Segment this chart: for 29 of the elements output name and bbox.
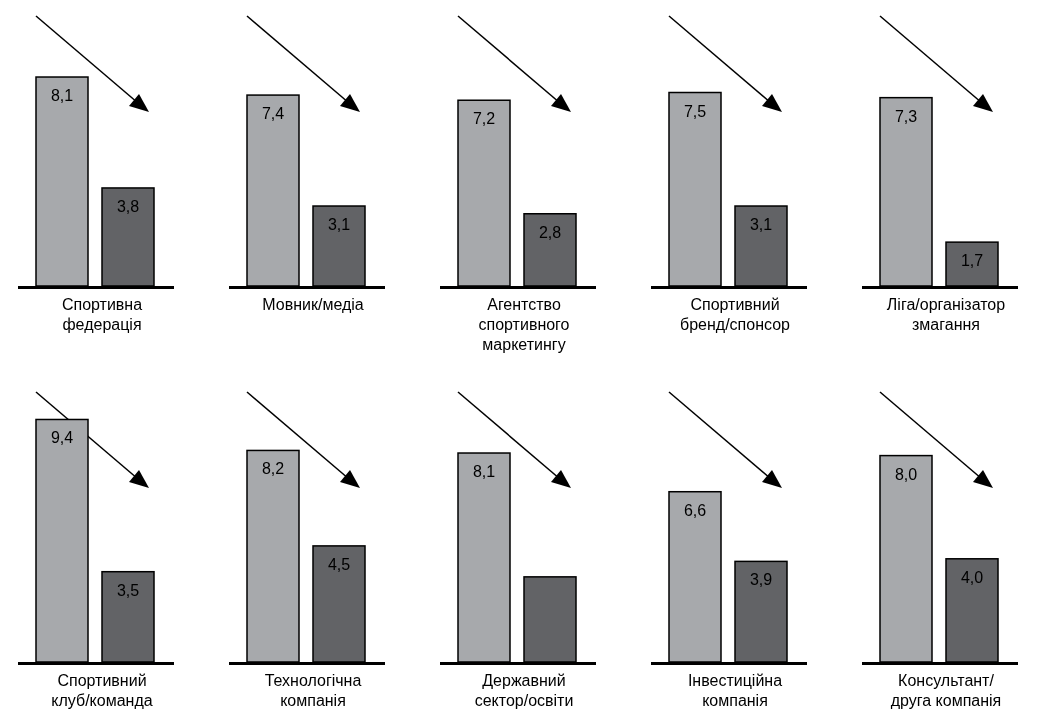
data-label: 7,2 xyxy=(472,110,496,128)
data-label: 7,4 xyxy=(261,105,285,123)
x-axis-title: Технологічна компанія xyxy=(264,672,362,709)
data-label: 3,1 xyxy=(327,216,351,234)
data-label: 3,9 xyxy=(749,571,773,589)
data-label: 3,5 xyxy=(116,581,140,599)
data-label: 8,0 xyxy=(894,465,918,483)
data-label: 4,5 xyxy=(327,555,351,573)
x-axis-title: Спортивний клуб/команда xyxy=(51,672,153,709)
x-axis-title: Спортивний бренд/спонсор xyxy=(680,296,791,333)
x-axis-title: Консультант/ друга компанія xyxy=(890,672,1002,709)
data-label: 8,1 xyxy=(50,87,74,105)
x-axis-title: Державний сектор/освіти xyxy=(474,672,574,709)
data-label: 9,4 xyxy=(50,429,74,447)
data-label: 8,2 xyxy=(261,460,285,478)
data-label: 7,3 xyxy=(894,107,918,125)
data-label: 3,8 xyxy=(116,197,140,215)
data-label: 3,1 xyxy=(749,216,773,234)
x-axis-title: Мовник/медіа xyxy=(262,296,364,313)
data-label: 7,5 xyxy=(683,102,707,120)
x-axis-title: Спортивна федерація xyxy=(61,296,143,333)
x-axis-title: Інвестиційна компанія xyxy=(687,672,783,709)
x-axis-title: Агентство спортивного маркетингу xyxy=(478,296,570,353)
data-label: 1,7 xyxy=(960,252,984,270)
data-label: 2,8 xyxy=(538,223,562,241)
x-axis-title: Ліга/організатор змагання xyxy=(886,296,1006,333)
data-label: 8,1 xyxy=(472,463,496,481)
data-label: 6,6 xyxy=(683,501,707,519)
data-label: 4,0 xyxy=(960,568,984,586)
